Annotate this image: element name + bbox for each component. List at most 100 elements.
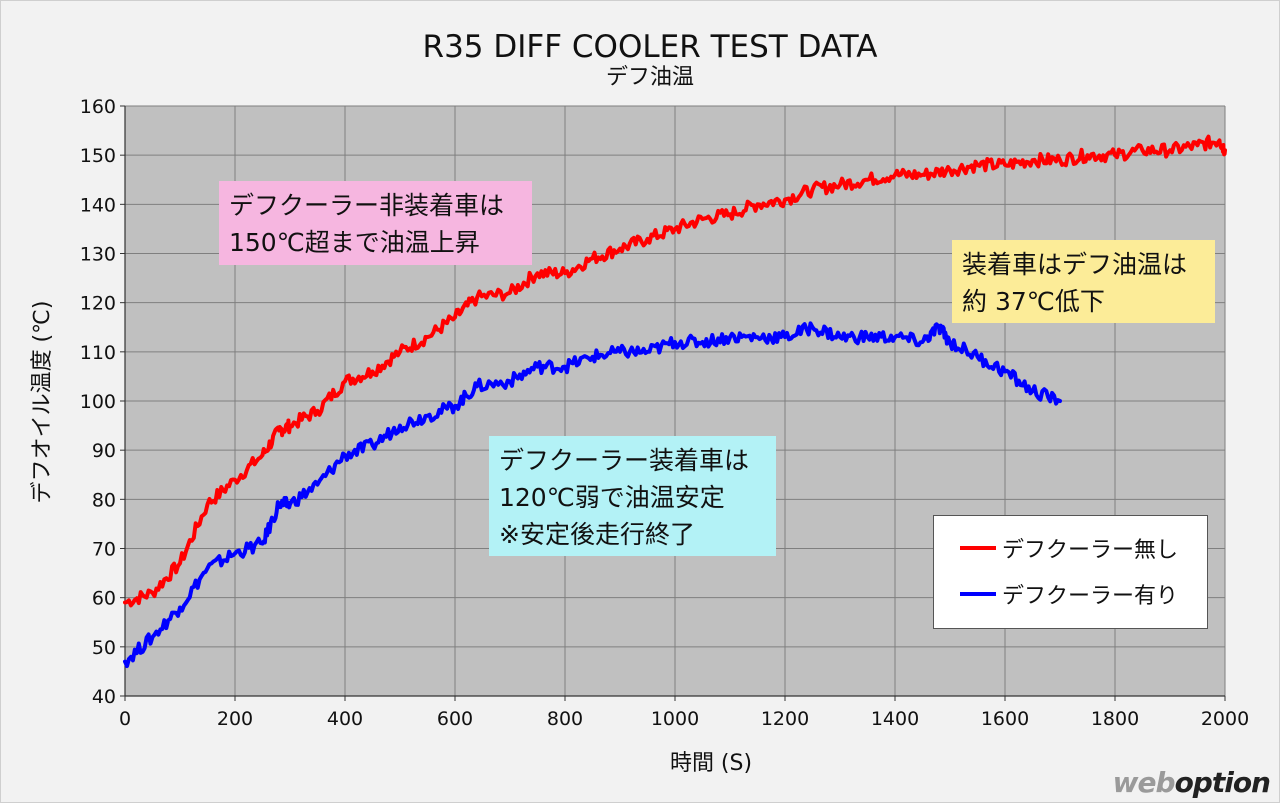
data-point (180, 607, 181, 608)
data-point (180, 563, 181, 564)
y-tick-label: 90 (92, 440, 116, 462)
data-point (620, 351, 621, 352)
data-point (1087, 155, 1088, 156)
data-point (455, 317, 456, 318)
data-point (317, 484, 318, 485)
data-point (372, 445, 373, 446)
data-point (152, 637, 153, 638)
y-tick-label: 40 (92, 686, 116, 708)
data-point (207, 504, 208, 505)
y-tick-label: 80 (92, 489, 116, 511)
annotation-with-cooler: デフクーラー装着車は 120℃弱で油温安定 ※安定後走行終了 (489, 436, 776, 556)
data-point (675, 228, 676, 229)
x-tick-label: 1800 (1091, 708, 1139, 730)
data-point (235, 479, 236, 480)
chart-title: R35 DIFF COOLER TEST DATA (423, 29, 878, 65)
data-point (757, 204, 758, 205)
data-point (317, 410, 318, 411)
data-point (1170, 150, 1171, 151)
data-point (950, 342, 951, 343)
data-point (427, 337, 428, 338)
data-point (1225, 150, 1226, 151)
data-point (757, 337, 758, 338)
weboption-logo: weboption (1112, 766, 1271, 799)
x-tick-label: 800 (547, 708, 583, 730)
legend-swatch-red (960, 546, 996, 550)
data-point (1005, 165, 1006, 166)
data-point (977, 356, 978, 357)
y-tick-label: 120 (80, 293, 116, 315)
legend-item-no-cooler: デフクーラー無し (960, 533, 1178, 563)
x-tick-label: 1000 (651, 708, 699, 730)
data-point (565, 366, 566, 367)
data-point (279, 504, 280, 505)
x-tick-label: 0 (119, 708, 131, 730)
data-point (1115, 155, 1116, 156)
legend-swatch-blue (960, 592, 996, 596)
data-point (867, 337, 868, 338)
series-line-0 (123, 134, 1227, 608)
data-point (1060, 160, 1061, 161)
data-point (1197, 145, 1198, 146)
x-tick-label: 2000 (1201, 708, 1249, 730)
data-point (279, 430, 280, 431)
data-point (785, 337, 786, 338)
data-point (372, 371, 373, 372)
data-point (345, 455, 346, 456)
data-point (565, 273, 566, 274)
legend-label: デフクーラー無し (1002, 538, 1179, 563)
chart-legend: デフクーラー無し デフクーラー有り (933, 515, 1208, 629)
data-point (592, 356, 593, 357)
data-point (922, 342, 923, 343)
y-tick-label: 160 (80, 96, 116, 118)
legend-label: デフクーラー有り (1002, 584, 1179, 609)
data-point (477, 297, 478, 298)
data-point (510, 292, 511, 293)
x-tick-label: 400 (327, 708, 363, 730)
data-point (840, 184, 841, 185)
data-point (895, 337, 896, 338)
data-point (675, 342, 676, 343)
data-point (262, 455, 263, 456)
data-point (1032, 160, 1033, 161)
series-line-1 (123, 321, 1062, 669)
data-point (977, 165, 978, 166)
data-point (1032, 391, 1033, 392)
data-point (207, 568, 208, 569)
data-point (730, 337, 731, 338)
y-axis-label: デフオイル温度 (℃) (30, 301, 55, 504)
data-point (152, 592, 153, 593)
data-point (510, 381, 511, 382)
data-point (867, 179, 868, 180)
legend-item-with-cooler: デフクーラー有り (960, 579, 1178, 609)
x-axis-label: 時間 (S) (670, 751, 752, 776)
chart-subtitle: デフ油温 (606, 65, 694, 90)
y-tick-label: 150 (80, 145, 116, 167)
data-point (1005, 371, 1006, 372)
data-point (647, 238, 648, 239)
data-point (537, 273, 538, 274)
data-point (400, 425, 401, 426)
y-tick-label: 100 (80, 391, 116, 413)
y-tick-label: 60 (92, 588, 116, 610)
data-point (895, 174, 896, 175)
y-tick-label: 130 (80, 244, 116, 266)
data-point (1060, 401, 1061, 402)
data-point (812, 189, 813, 190)
data-point (950, 169, 951, 170)
data-point (592, 258, 593, 259)
data-point (1142, 150, 1143, 151)
data-point (730, 214, 731, 215)
data-point (647, 351, 648, 352)
data-point (290, 425, 291, 426)
data-point (702, 219, 703, 220)
data-point (922, 174, 923, 175)
data-point (125, 661, 126, 662)
data-point (262, 543, 263, 544)
y-tick-label: 50 (92, 637, 116, 659)
annotation-no-cooler: デフクーラー非装着車は 150℃超まで油温上昇 (219, 181, 532, 265)
data-point (290, 504, 291, 505)
data-point (345, 381, 346, 382)
